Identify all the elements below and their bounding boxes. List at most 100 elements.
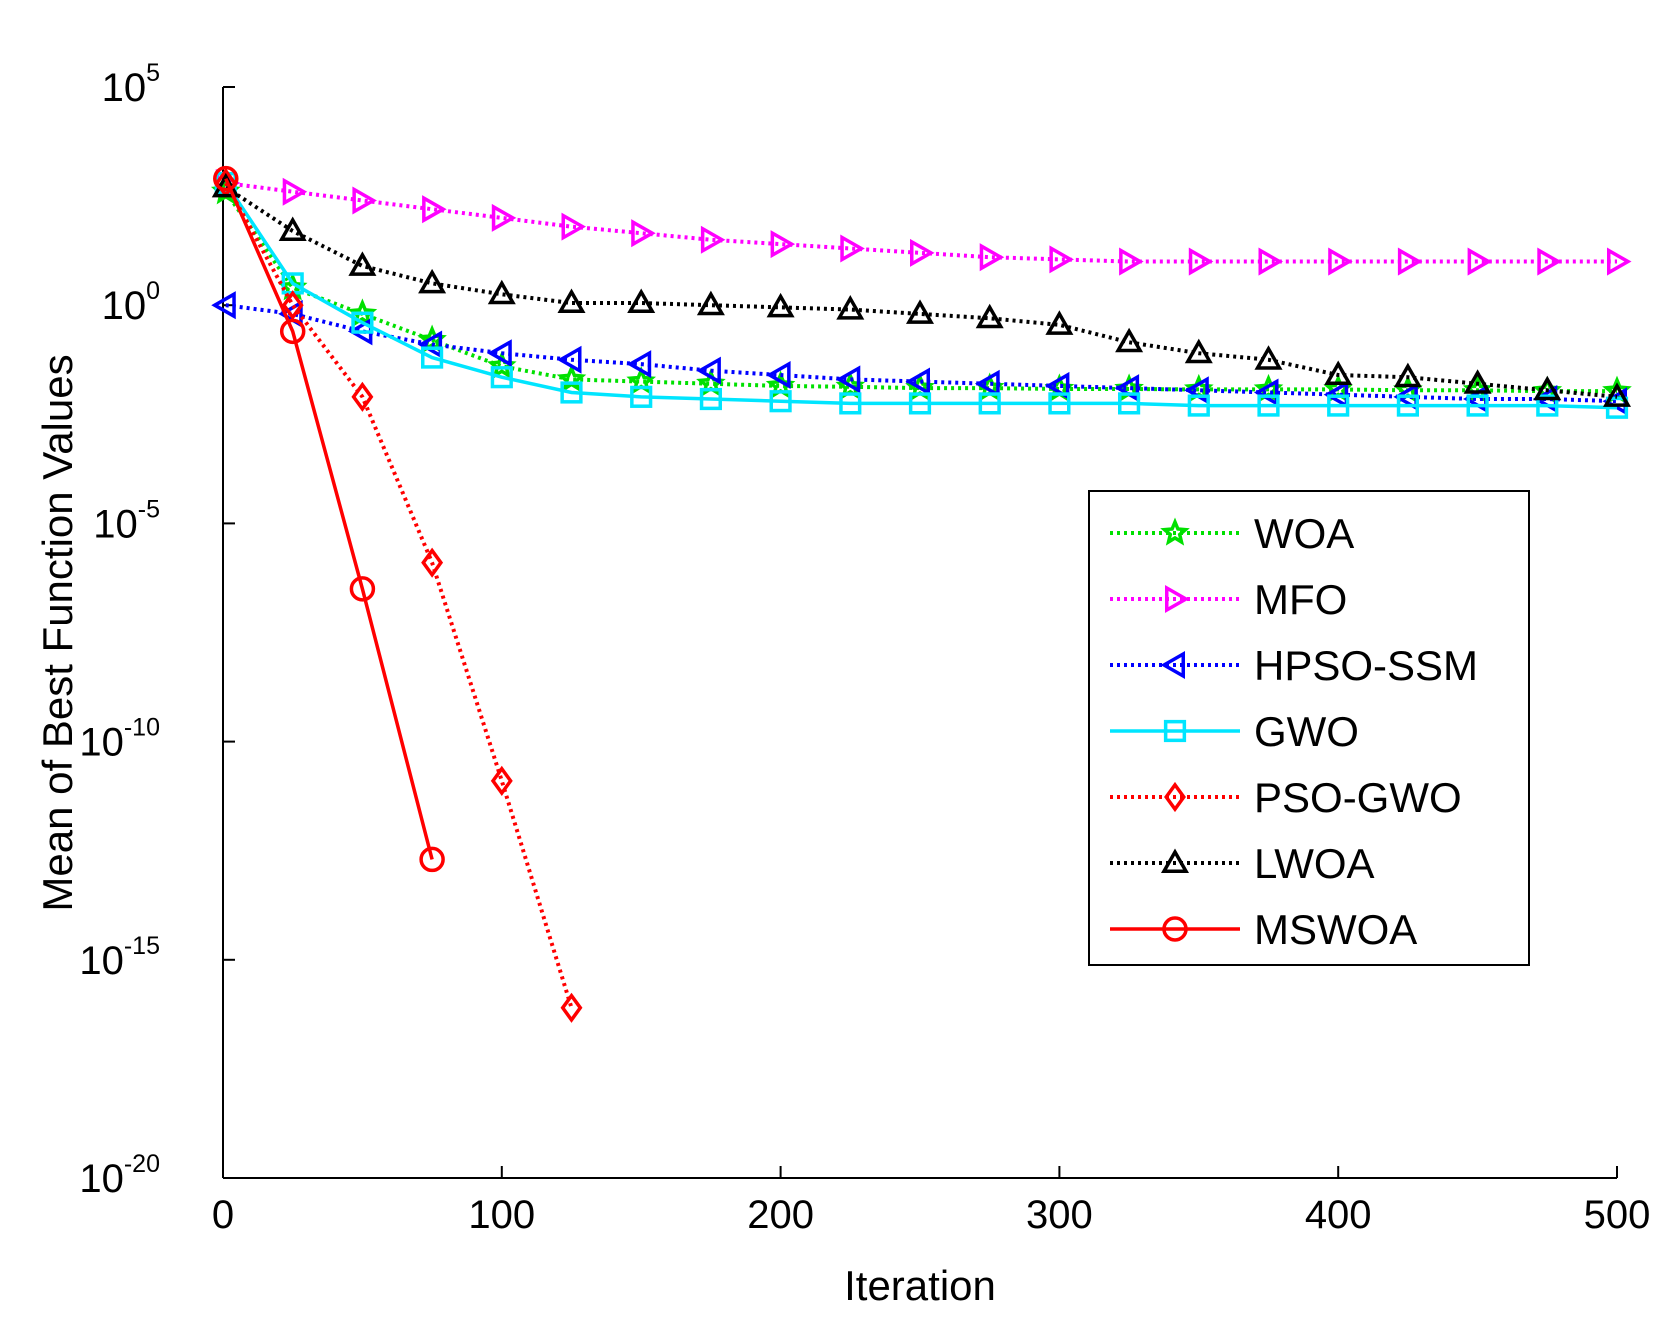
x-axis-label: Iteration	[844, 1262, 996, 1309]
data-point	[422, 195, 447, 224]
data-point	[1396, 394, 1420, 417]
data-point	[1254, 345, 1283, 370]
y-tick-base: 10	[93, 502, 138, 546]
legend-marker	[1160, 517, 1190, 546]
data-point	[282, 177, 308, 206]
data-point	[770, 230, 796, 259]
data-point	[1605, 396, 1629, 419]
data-point	[910, 238, 935, 267]
data-point	[631, 219, 656, 248]
legend-label: MSWOA	[1254, 906, 1417, 953]
data-point	[421, 547, 444, 578]
data-point	[1049, 245, 1074, 274]
data-point	[490, 765, 513, 796]
y-tick-exponent: -5	[138, 495, 160, 523]
data-point	[491, 203, 517, 232]
data-point	[348, 251, 377, 276]
data-point	[836, 295, 865, 320]
data-point	[908, 392, 932, 415]
data-point	[835, 365, 861, 394]
data-point	[560, 381, 583, 404]
y-tick-exponent: -20	[124, 1150, 160, 1178]
data-point	[556, 345, 582, 374]
y-tick-exponent: 5	[146, 59, 160, 87]
data-point	[351, 381, 374, 412]
x-tick-label: 0	[212, 1193, 234, 1237]
data-point	[352, 186, 377, 215]
y-tick-label: 105	[102, 59, 160, 110]
data-point	[626, 350, 652, 379]
legend-label: HPSO-SSM	[1254, 642, 1478, 689]
data-point	[1184, 338, 1213, 364]
series-gwo	[214, 171, 1629, 419]
legend-entry-hpso-ssm: HPSO-SSM	[1110, 642, 1478, 689]
data-point	[1463, 369, 1492, 394]
data-point	[281, 290, 304, 321]
data-point	[419, 846, 445, 873]
data-point	[1607, 247, 1632, 276]
data-point	[1118, 392, 1141, 415]
y-tick-label: 10-10	[79, 714, 160, 765]
data-point	[905, 367, 930, 396]
series-line	[225, 181, 1617, 264]
data-point	[1537, 247, 1562, 276]
x-tick-label: 100	[468, 1193, 535, 1237]
legend-entry-mfo: MFO	[1110, 576, 1347, 623]
series-line	[225, 303, 1618, 404]
series-mfo	[215, 168, 1632, 276]
data-point	[1602, 382, 1632, 407]
data-point	[1188, 247, 1214, 276]
legend-entry-woa: WOA	[1110, 510, 1354, 557]
legend-entry-mswoa: MSWOA	[1110, 906, 1417, 953]
legend-entry-gwo: GWO	[1110, 708, 1359, 755]
data-point	[1045, 310, 1074, 335]
x-ticks: 0 100 200 300 400 500	[212, 1166, 1650, 1237]
data-point	[1115, 327, 1144, 353]
data-point	[769, 390, 792, 413]
data-point	[487, 279, 516, 305]
data-point	[561, 212, 587, 241]
y-tick-base: 10	[79, 939, 124, 983]
data-point	[1397, 247, 1423, 276]
series-line	[224, 182, 574, 1009]
plot-area	[222, 87, 1617, 1179]
legend-entry-lwoa: LWOA	[1110, 840, 1375, 887]
y-tick-base: 10	[79, 1157, 124, 1201]
data-point	[905, 299, 935, 324]
series-lwoa	[211, 172, 1632, 407]
data-point	[627, 288, 656, 314]
y-tick-label: 10-5	[93, 495, 160, 546]
legend-marker	[1162, 916, 1188, 942]
y-axis-label: Mean of Best Function Values	[34, 354, 81, 911]
data-point	[699, 387, 722, 411]
y-tick-label: 10-15	[79, 932, 160, 983]
data-point	[1536, 394, 1559, 417]
y-tick-label: 100	[102, 277, 160, 328]
data-point	[557, 288, 586, 314]
series-mswoa	[213, 165, 445, 873]
legend-entry-pso-gwo: PSO-GWO	[1110, 774, 1462, 821]
data-point	[979, 243, 1005, 272]
data-point	[211, 172, 240, 198]
data-point	[840, 234, 865, 263]
data-point	[1258, 247, 1284, 276]
legend-marker	[1165, 584, 1190, 614]
data-point	[1253, 378, 1279, 407]
data-point	[766, 292, 795, 318]
data-point	[975, 369, 1000, 398]
data-point	[211, 291, 236, 320]
y-tick-base: 10	[102, 284, 147, 328]
data-point	[1324, 360, 1353, 386]
data-point	[560, 992, 583, 1023]
x-tick-label: 200	[747, 1193, 814, 1237]
data-point	[1328, 247, 1353, 276]
data-point	[700, 225, 726, 254]
data-point	[1467, 247, 1493, 276]
data-point	[279, 318, 306, 345]
data-point	[696, 356, 721, 385]
series-line	[224, 177, 434, 860]
data-point	[347, 298, 378, 327]
legend-label: PSO-GWO	[1254, 774, 1462, 821]
data-point	[490, 366, 513, 389]
